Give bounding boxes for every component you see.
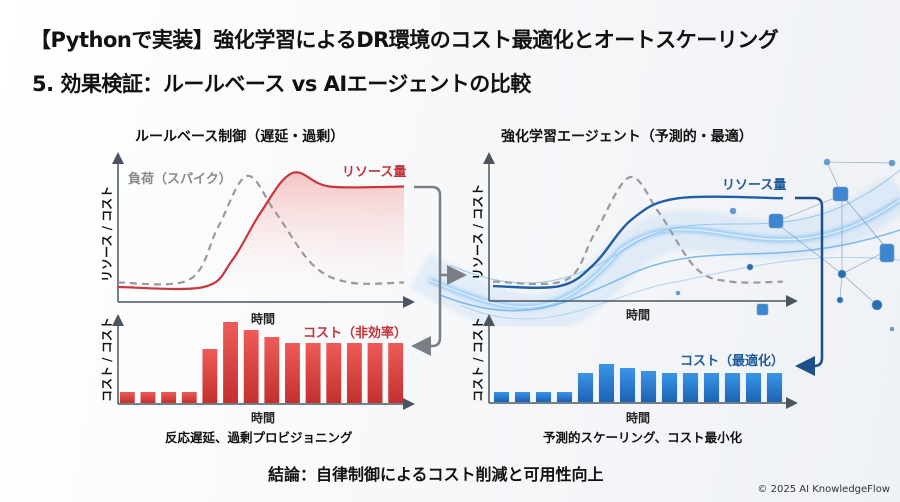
agent-resource-label: リソース量	[722, 178, 787, 193]
agent-cost-bar	[598, 364, 615, 402]
rule-top-ylabel: リソース / コスト	[100, 185, 114, 282]
agent-bottom-xlabel: 時間	[626, 411, 651, 425]
agent-cost-bars	[493, 364, 783, 402]
agent-cost-bar	[556, 392, 573, 402]
agent-cost-bar	[661, 373, 678, 402]
rule-bottom-axes	[112, 314, 415, 410]
rule-cost-bar	[305, 343, 321, 403]
agent-cost-bar	[535, 392, 552, 402]
rule-feedback-bracket	[411, 185, 442, 356]
rule-cost-bar	[181, 392, 197, 403]
network-decoration	[675, 158, 896, 332]
rule-bottom-xlabel: 時間	[251, 411, 276, 425]
rule-resource-label: リソース量	[342, 165, 407, 180]
agent-top-axes	[483, 152, 798, 307]
rule-cost-bar	[367, 343, 383, 403]
rule-cost-bar	[202, 349, 218, 403]
agent-cost-bar	[577, 373, 594, 402]
agent-panel-title: 強化学習エージェント（予測的・最適）	[501, 129, 753, 145]
rule-load-line	[117, 174, 405, 286]
rule-panel-title: ルールベース制御（遅延・過剰）	[135, 129, 345, 145]
agent-cost-bar	[640, 371, 657, 402]
agent-cost-label: コスト（最適化）	[680, 354, 785, 369]
agent-bottom-ylabel: コスト / コスト	[471, 317, 485, 402]
agent-top-ylabel: リソース / コスト	[471, 183, 485, 280]
copyright: © 2025 AI KnowledgeFlow	[757, 484, 890, 495]
rule-cost-bar	[264, 337, 280, 403]
document-icon	[756, 303, 769, 316]
conclusion: 結論：自律制御によるコスト削減と可用性向上	[268, 465, 604, 484]
agent-top-xlabel: 時間	[626, 308, 651, 322]
rule-cost-bar	[119, 392, 135, 403]
agent-cost-bar	[514, 392, 531, 402]
agent-resource-line	[492, 195, 784, 289]
agent-cost-bar	[703, 373, 720, 402]
rule-cost-bar	[346, 343, 362, 403]
agent-bottom-axes	[483, 314, 798, 409]
chip-icon	[832, 186, 849, 202]
agent-cost-bar	[766, 373, 783, 402]
agent-feedback-bracket	[795, 196, 824, 376]
rule-bottom-ylabel: コスト / コスト	[100, 317, 114, 402]
rule-cost-bar	[140, 392, 156, 403]
agent-cost-bar	[493, 392, 510, 402]
rule-cost-bar	[285, 343, 300, 403]
rule-cost-bars	[119, 322, 404, 403]
rule-load-label: 負荷（スパイク）	[128, 172, 232, 187]
ai-wave-decoration	[409, 169, 900, 334]
rule-caption: 反応遅延、過剰プロビジョニング	[165, 430, 353, 445]
page-title: 【Pythonで実装】強化学習によるDR環境のコスト最適化とオートスケーリング	[30, 28, 779, 52]
rule-cost-bar	[388, 343, 404, 403]
rule-top-axes	[112, 152, 415, 308]
rule-cost-bar	[243, 330, 259, 403]
agent-cost-bar	[724, 373, 741, 402]
server-icon	[879, 243, 895, 263]
rule-cost-bar	[223, 322, 238, 403]
agent-cost-bar	[745, 373, 762, 402]
rule-top-xlabel: 時間	[251, 312, 276, 326]
agent-caption: 予測的スケーリング、コスト最小化	[543, 430, 743, 445]
agent-load-line	[492, 176, 784, 286]
agent-cost-bar	[619, 368, 636, 402]
rule-cost-label: コスト（非効率）	[303, 326, 408, 341]
rule-cost-bar	[161, 392, 177, 403]
rule-cost-bar	[326, 343, 342, 403]
agent-cost-bar	[682, 373, 699, 402]
rule-resource-line	[117, 171, 405, 291]
rule-resource-area	[118, 172, 404, 290]
section-subtitle: 5. 効果検証：ルールベース vs AIエージェントの比較	[32, 72, 531, 96]
chart-icon	[768, 213, 784, 229]
